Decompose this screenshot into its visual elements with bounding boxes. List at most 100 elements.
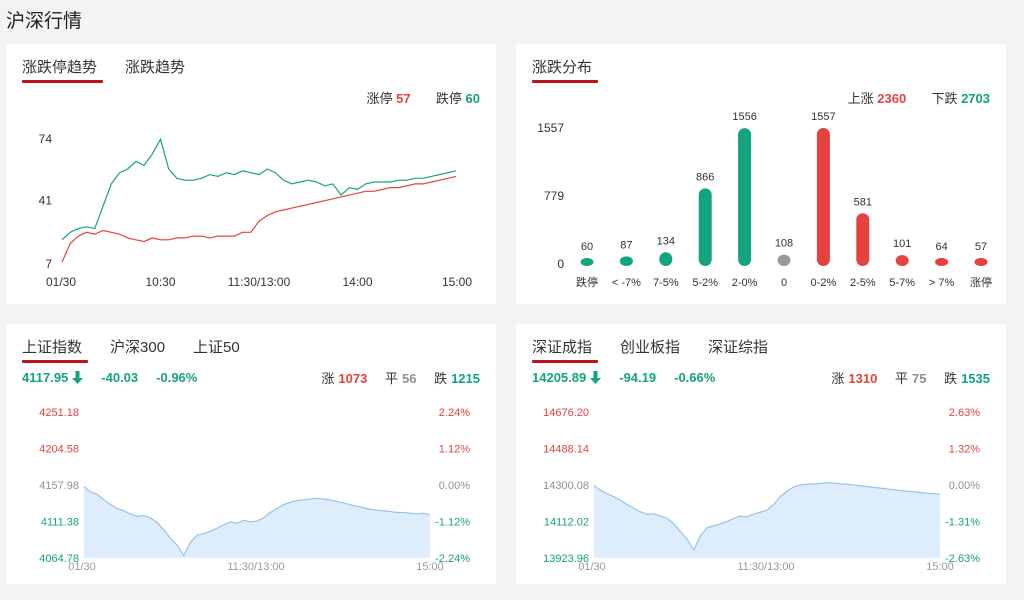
tab-sse-composite[interactable]: 上证指数: [22, 332, 89, 363]
y-tick-label-price: 4251.18: [39, 407, 79, 419]
x-tick-label: 5-7%: [889, 277, 915, 289]
bar: [816, 128, 830, 266]
y-tick-label-price: 4157.98: [39, 480, 79, 492]
bar-value-label: 60: [581, 241, 593, 253]
x-tick-label: 0-2%: [811, 277, 837, 289]
sh-price-value: 4117.95: [22, 370, 69, 385]
sz-change-pct: -0.66%: [674, 370, 716, 385]
bar-value-label: 1556: [732, 111, 756, 123]
y-tick-label-pct: 1.32%: [949, 444, 980, 456]
sh-quote-row: 4117.95 -40.03 -0.96% 涨 1073 平 56 跌 1215: [22, 368, 480, 387]
x-tick-label: 2-5%: [850, 277, 876, 289]
sh-flat-count: 56: [401, 371, 417, 386]
sz-down-label: 跌: [944, 371, 958, 386]
x-tick-label: 5-2%: [692, 277, 718, 289]
y-tick-label: 74: [39, 132, 53, 146]
sz-breadth: 涨 1310 平 75 跌 1535: [817, 368, 990, 387]
x-tick-label: 14:00: [342, 275, 372, 289]
bar: [974, 258, 988, 266]
sh-price: 4117.95: [22, 370, 84, 385]
arrow-down-icon: [72, 371, 84, 384]
limit-down-count: 60: [465, 91, 480, 106]
bar: [777, 254, 791, 266]
x-tick-label: 11:30/13:00: [737, 561, 794, 573]
sz-index-tabs: 深证成指 创业板指 深证综指: [532, 332, 796, 363]
y-tick-label: 0: [557, 257, 564, 271]
fall-label: 下跌: [931, 91, 958, 106]
y-tick-label-price: 13923.96: [543, 553, 589, 565]
sh-flat-label: 平: [384, 371, 398, 386]
x-tick-label: > 7%: [929, 277, 955, 289]
limit-tabs: 涨跌停趋势 涨跌趋势: [22, 52, 213, 83]
tab-csi300[interactable]: 沪深300: [110, 339, 166, 356]
bar-value-label: 1557: [811, 111, 835, 123]
x-tick-label: 01/30: [46, 275, 76, 289]
tab-szse-composite[interactable]: 深证综指: [708, 339, 769, 356]
tab-szse-component[interactable]: 深证成指: [532, 332, 599, 363]
sh-breadth: 涨 1073 平 56 跌 1215: [307, 368, 480, 387]
y-tick-label: 7: [45, 257, 52, 271]
sh-index-chart: 4251.18 4204.58 4157.98 4111.38 4064.78 2.24%…: [39, 407, 470, 573]
sh-change-pct: -0.96%: [156, 370, 198, 385]
y-tick-label-pct: 0.00%: [439, 480, 470, 492]
y-tick-label-price: 4204.58: [39, 444, 79, 456]
series-line-limit-down: [61, 175, 457, 263]
fall-count: 2703: [961, 91, 990, 106]
sz-flat-label: 平: [894, 371, 908, 386]
x-tick-label: 15:00: [416, 561, 444, 573]
y-tick-label-pct: 0.00%: [949, 480, 980, 492]
bar: [659, 252, 673, 266]
tab-sse50[interactable]: 上证50: [193, 339, 240, 356]
x-tick-label: 11:30/13:00: [228, 275, 291, 289]
sz-down-count: 1535: [961, 371, 990, 386]
x-tick-label: 2-0%: [732, 277, 758, 289]
index-price-line: [593, 482, 941, 552]
bar-value-label: 866: [696, 171, 714, 183]
sz-price-value: 14205.89: [532, 370, 587, 385]
tab-chinext[interactable]: 创业板指: [620, 339, 681, 356]
bar-value-label: 57: [975, 241, 987, 253]
x-tick-label: 15:00: [926, 561, 954, 573]
tab-updown-trend[interactable]: 涨跌趋势: [125, 59, 186, 76]
sz-change: -94.19: [619, 370, 657, 385]
x-tick-label: 涨停: [970, 275, 992, 289]
sh-change: -40.03: [101, 370, 139, 385]
sz-index-chart: 14676.20 14488.14 14300.08 14112.02 13923.96…: [543, 407, 980, 573]
y-tick-label-pct: -1.31%: [945, 517, 980, 529]
y-tick-label: 1557: [537, 121, 564, 135]
bar: [935, 258, 949, 266]
bar-value-label: 134: [657, 235, 675, 247]
sz-quote-row: 14205.89 -94.19 -0.66% 涨 1310 平 75 跌 1535: [532, 368, 990, 387]
bar-value-label: 101: [893, 238, 911, 250]
y-tick-label: 41: [39, 194, 53, 208]
sh-down-count: 1215: [451, 371, 480, 386]
y-tick-label-pct: 1.12%: [439, 444, 470, 456]
limit-trend-card: 涨跌停趋势 涨跌趋势 涨停 57 跌停 60 74 41 7 01/30 10:30 1…: [6, 44, 496, 304]
x-tick-label: 跌停: [576, 275, 598, 289]
bar: [856, 213, 870, 266]
x-tick-label: 10:30: [145, 275, 175, 289]
y-tick-label-pct: -2.63%: [945, 553, 980, 565]
limit-up-label: 涨停: [366, 91, 393, 106]
rise-label: 上涨: [847, 91, 874, 106]
x-tick-label: 15:00: [442, 275, 472, 289]
limit-summary: 涨停 57 跌停 60: [367, 88, 480, 107]
dist-summary: 上涨 2360 下跌 2703: [848, 88, 990, 107]
y-tick-label-price: 4064.78: [39, 553, 79, 565]
sz-price: 14205.89: [532, 370, 602, 385]
y-tick-label-price: 14112.02: [544, 517, 589, 529]
tab-limit-trend[interactable]: 涨跌停趋势: [22, 52, 104, 83]
y-tick-label-pct: -1.12%: [435, 517, 470, 529]
x-tick-label: < -7%: [612, 277, 641, 289]
sh-down-label: 跌: [434, 371, 448, 386]
distribution-chart: 1557 779 0 60 跌停 87 < -7% 134 7-5% 866 5-2% 1556 2-…: [537, 111, 992, 289]
rise-count: 2360: [877, 91, 907, 106]
series-line-limit-up: [61, 137, 457, 241]
bar: [895, 255, 909, 266]
limit-down-label: 跌停: [435, 91, 462, 106]
limit-trend-chart: 74 41 7 01/30 10:30 11:30/13:00 14:00 15:00: [39, 132, 473, 289]
y-tick-label-pct: -2.24%: [435, 553, 470, 565]
tab-distribution[interactable]: 涨跌分布: [532, 52, 599, 83]
x-tick-label: 01/30: [578, 561, 606, 573]
sz-up-count: 1310: [848, 371, 878, 386]
